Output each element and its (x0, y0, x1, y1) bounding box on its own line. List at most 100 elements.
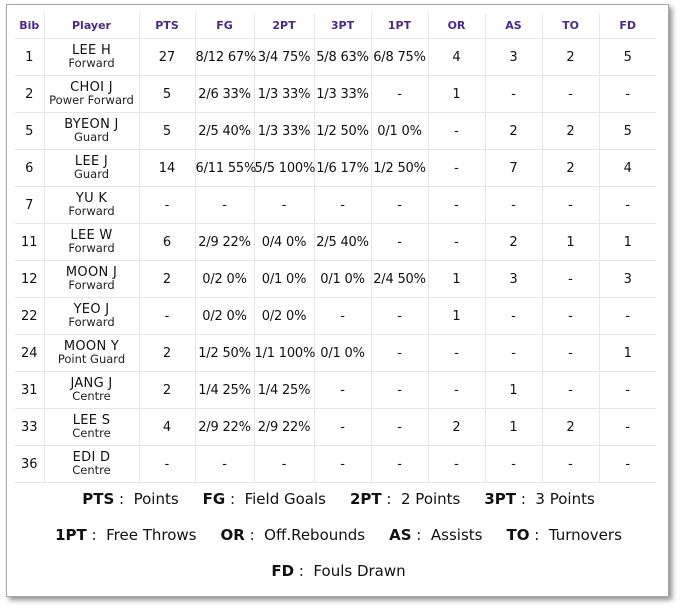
2pt-cell: 1/3 33% (254, 75, 315, 113)
2pt-cell: 1/1 100% (254, 334, 315, 372)
table-row[interactable]: 31 JANG J Centre 2 1/4 25% 1/4 25% - - -1- - (15, 371, 656, 409)
player-name[interactable]: EDI D (72, 450, 111, 465)
player-name[interactable]: BYEON J (64, 117, 119, 132)
legend-item: FD : Fouls Drawn (271, 562, 405, 580)
2pt-cell: - (254, 445, 315, 483)
as-cell: 2 (485, 112, 543, 150)
box-score-card: Bib Player PTS FG 2PT 3PT 1PT OR AS TO F… (6, 4, 669, 597)
table-row[interactable]: 11 LEE W Forward 6 2/9 22% 0/4 0% 2/5 40% - -2 1 1 (15, 223, 656, 261)
table-row[interactable]: 5 BYEON J Guard 5 2/5 40% 1/3 33% 1/2 50% 0/1 0… (15, 112, 656, 150)
table-row[interactable]: 1 LEE H Forward 27 8/12 67% 3/4 75% 5/8 63% 6/8… (15, 38, 656, 76)
1pt-cell: 2/4 50% (371, 260, 429, 298)
col-header-2pt[interactable]: 2PT (254, 13, 315, 39)
to-cell: - (542, 334, 600, 372)
player-position: Forward (68, 241, 115, 255)
3pt-cell: - (314, 186, 372, 224)
as-cell: 2 (485, 223, 543, 261)
col-header-3pt[interactable]: 3PT (314, 13, 372, 39)
table-row[interactable]: 24 MOON Y Point Guard 2 1/2 50% 1/1 100% 0/1 0… (15, 334, 656, 372)
player-name[interactable]: CHOI J (70, 80, 113, 95)
fg-cell: 8/12 67% (195, 38, 256, 76)
player-cell: YU K Forward (44, 186, 140, 224)
col-header-player[interactable]: Player (44, 13, 140, 39)
fg-cell: - (195, 445, 255, 483)
header-row: Bib Player PTS FG 2PT 3PT 1PT OR AS TO F… (15, 13, 656, 39)
col-header-pts[interactable]: PTS (139, 13, 196, 39)
legend-key: TO (506, 526, 530, 544)
player-cell: BYEON J Guard (44, 112, 140, 150)
legend-item: OR : Off.Rebounds (221, 526, 366, 544)
bib-cell: 33 (15, 408, 45, 446)
table-row[interactable]: 33 LEE S Centre 4 2/9 22% 2/9 22% - -2 1 2- (15, 408, 656, 446)
3pt-cell: 5/8 63% (314, 38, 372, 76)
bib-cell: 5 (15, 112, 45, 150)
or-cell: - (428, 186, 486, 224)
to-cell: - (542, 371, 600, 409)
col-header-bib[interactable]: Bib (15, 13, 45, 39)
table-row[interactable]: 2 CHOI J Power Forward 5 2/6 33% 1/3 33% 1/3 3… (15, 75, 656, 113)
or-cell: - (428, 334, 486, 372)
legend-key: FG (202, 490, 226, 508)
legend-key: 1PT (55, 526, 87, 544)
legend-key: AS (389, 526, 412, 544)
player-name[interactable]: LEE J (74, 154, 109, 169)
table-row[interactable]: 22 YEO J Forward -0/2 0% 0/2 0% - -1- - - (15, 297, 656, 335)
pts-cell: 6 (139, 223, 196, 261)
legend-separator: : (86, 526, 107, 544)
table-row[interactable]: 12 MOON J Forward 2 0/2 0% 0/1 0% 0/1 0% 2/4 50… (15, 260, 656, 298)
player-position: Centre (72, 463, 111, 477)
1pt-cell: - (371, 223, 429, 261)
player-name[interactable]: JANG J (70, 376, 113, 391)
1pt-cell: - (371, 334, 429, 372)
col-header-or[interactable]: OR (428, 13, 486, 39)
table-row[interactable]: 36 EDI D Centre - - - - - - - - - (15, 445, 656, 483)
pts-cell: - (139, 186, 196, 224)
player-name[interactable]: YEO J (73, 302, 110, 317)
player-name[interactable]: LEE H (71, 43, 112, 58)
to-cell: 2 (542, 149, 600, 187)
legend-value: Assists (430, 526, 483, 544)
fg-cell: 2/9 22% (195, 223, 255, 261)
1pt-cell: - (371, 186, 429, 224)
fd-cell: 5 (599, 112, 656, 150)
bib-cell: 22 (15, 297, 45, 335)
bib-cell: 1 (15, 38, 45, 76)
or-cell: - (428, 371, 486, 409)
fd-cell: 1 (599, 334, 656, 372)
to-cell: 2 (542, 38, 600, 76)
fd-cell: 4 (599, 149, 656, 187)
player-position: Power Forward (49, 93, 134, 107)
legend-key: 2PT (349, 490, 382, 508)
player-position: Guard (73, 130, 110, 144)
col-header-fd[interactable]: FD (619, 19, 637, 32)
player-position: Forward (68, 56, 115, 70)
2pt-cell: 5/5 100% (254, 149, 315, 187)
legend-value: Off.Rebounds (264, 526, 366, 544)
3pt-cell: 0/1 0% (314, 334, 372, 372)
as-cell: - (485, 297, 543, 335)
col-header-to[interactable]: TO (542, 13, 600, 39)
1pt-cell: - (371, 445, 429, 483)
player-name[interactable]: YU K (75, 191, 108, 206)
col-header-fg[interactable]: FG (195, 13, 255, 39)
col-header-as[interactable]: AS (485, 13, 543, 39)
to-cell: - (542, 75, 600, 113)
2pt-cell: 0/2 0% (254, 297, 315, 335)
player-position: Guard (73, 167, 110, 181)
fg-cell: 2/5 40% (195, 112, 255, 150)
player-name[interactable]: MOON Y (63, 339, 120, 354)
3pt-cell: - (314, 445, 372, 483)
table-row[interactable]: 6 LEE J Guard 14 6/11 55% 5/5 100% 1/6 17% 1/2 … (15, 149, 656, 187)
player-name[interactable]: LEE W (70, 228, 113, 243)
legend-value: 3 Points (535, 490, 595, 508)
as-cell: - (485, 186, 543, 224)
as-cell: 1 (485, 408, 543, 446)
bib-cell: 7 (15, 186, 45, 224)
player-name[interactable]: MOON J (65, 265, 118, 280)
as-cell: - (485, 334, 543, 372)
table-row[interactable]: 7 YU K Forward - - - - - - - - - (15, 186, 656, 224)
fg-cell: 2/9 22% (195, 408, 255, 446)
pts-cell: 5 (139, 75, 196, 113)
col-header-1pt[interactable]: 1PT (371, 13, 429, 39)
player-name[interactable]: LEE S (72, 413, 111, 428)
